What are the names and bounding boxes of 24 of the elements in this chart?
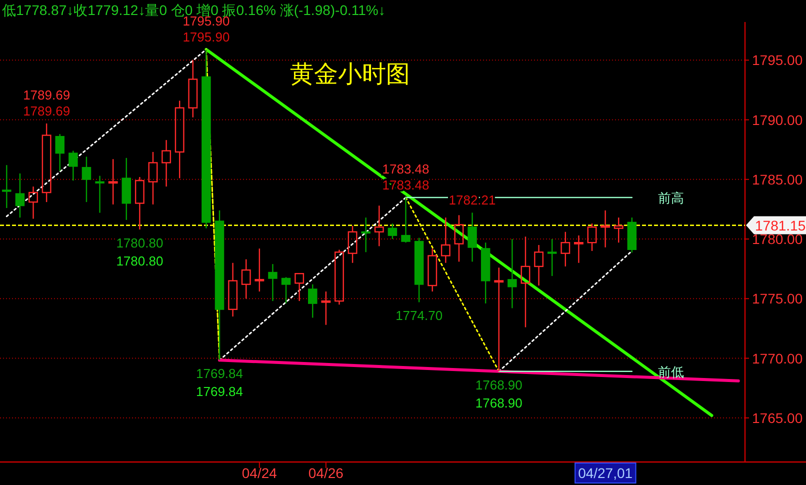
y-tick-label: 1790.00 — [752, 112, 803, 128]
text: 前高 — [658, 190, 684, 206]
y-tick-label: 1785.00 — [752, 171, 803, 188]
annotation: 1768.90 — [475, 395, 522, 410]
text: 黄金小时图 — [290, 61, 410, 88]
y-tick-label: 1795.00 — [752, 52, 803, 68]
annotation: 1768.90 — [475, 377, 522, 392]
x-tick-label: 04/26 — [308, 465, 344, 481]
annotation: 1769.84 — [196, 366, 243, 382]
text: 前低 — [658, 364, 684, 380]
y-tick-label: 1775.00 — [752, 290, 803, 307]
annotation: 1795.90 — [182, 29, 230, 44]
ref-line-label: 1781.15 — [755, 217, 806, 234]
annotation: 1780.80 — [116, 253, 164, 268]
x-tick-label: 04/24 — [242, 465, 278, 481]
y-tick-label: 1765.00 — [752, 410, 803, 426]
annotation: 1780.80 — [116, 235, 164, 250]
annotation: 1769.84 — [196, 384, 243, 400]
annotation: 1774.70 — [396, 308, 443, 324]
y-tick-label: 1770.00 — [752, 350, 803, 366]
x-tick-label: 04/27,01 — [578, 465, 633, 481]
annotation: 1789.69 — [23, 87, 70, 102]
annotation: 1783.48 — [382, 162, 430, 177]
annotation: 1789.69 — [23, 103, 70, 118]
